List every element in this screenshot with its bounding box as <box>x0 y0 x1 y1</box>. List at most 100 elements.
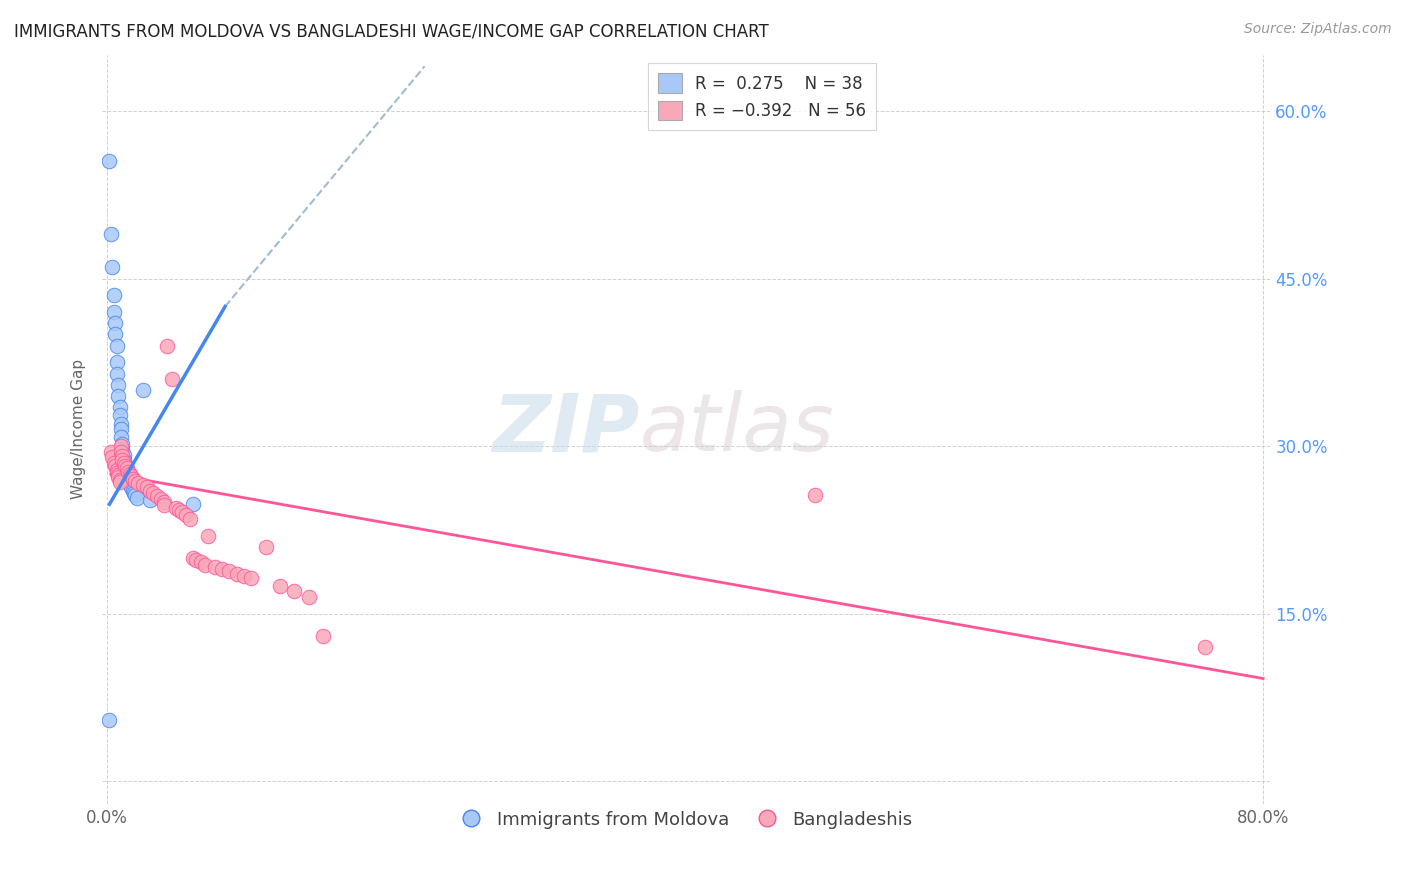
Point <box>107 468 129 483</box>
Point <box>156 338 179 352</box>
Point <box>181 550 204 565</box>
Point <box>218 564 240 578</box>
Point <box>225 566 247 581</box>
Point <box>139 483 162 498</box>
Point <box>105 355 128 369</box>
Point <box>150 491 173 506</box>
Point <box>100 444 122 458</box>
Point <box>283 584 305 599</box>
Text: ZIP: ZIP <box>492 391 640 468</box>
Point <box>131 384 153 398</box>
Point <box>117 473 139 487</box>
Point <box>142 486 165 500</box>
Point <box>190 555 212 569</box>
Point <box>104 316 127 330</box>
Point <box>110 439 132 453</box>
Point <box>179 512 201 526</box>
Point <box>120 469 142 483</box>
Point <box>131 478 153 492</box>
Point <box>160 372 183 386</box>
Point <box>118 478 141 492</box>
Point <box>127 476 149 491</box>
Point <box>1194 640 1216 655</box>
Point <box>100 227 122 241</box>
Point <box>105 367 128 381</box>
Point <box>165 500 187 515</box>
Point <box>122 486 145 500</box>
Point <box>108 475 131 489</box>
Point <box>107 470 129 484</box>
Point <box>118 475 141 489</box>
Point <box>110 430 132 444</box>
Point <box>103 288 125 302</box>
Point <box>269 579 291 593</box>
Point <box>101 450 124 465</box>
Point <box>105 338 128 352</box>
Point <box>98 154 121 169</box>
Point <box>181 497 204 511</box>
Point <box>107 377 129 392</box>
Point <box>107 389 129 403</box>
Point <box>254 540 277 554</box>
Point <box>114 457 136 471</box>
Legend: Immigrants from Moldova, Bangladeshis: Immigrants from Moldova, Bangladeshis <box>453 804 920 836</box>
Point <box>105 462 128 476</box>
Point <box>103 305 125 319</box>
Point <box>146 490 169 504</box>
Point <box>186 553 208 567</box>
Point <box>104 327 127 342</box>
Point <box>105 466 128 480</box>
Point <box>167 503 190 517</box>
Point <box>103 456 125 470</box>
Point <box>108 400 131 414</box>
Point <box>111 449 134 463</box>
Point <box>108 473 131 487</box>
Point <box>136 481 159 495</box>
Point <box>112 452 135 467</box>
Point <box>104 459 127 474</box>
Point <box>98 713 121 727</box>
Point <box>111 437 134 451</box>
Point <box>101 260 124 275</box>
Point <box>114 459 136 474</box>
Text: IMMIGRANTS FROM MOLDOVA VS BANGLADESHI WAGE/INCOME GAP CORRELATION CHART: IMMIGRANTS FROM MOLDOVA VS BANGLADESHI W… <box>14 22 769 40</box>
Point <box>153 499 176 513</box>
Point <box>125 491 148 505</box>
Point <box>112 456 135 470</box>
Point <box>115 464 138 478</box>
Point <box>139 492 162 507</box>
Point <box>121 471 143 485</box>
Point <box>204 559 226 574</box>
Point <box>110 417 132 431</box>
Point <box>124 474 146 488</box>
Point <box>108 408 131 422</box>
Point <box>124 488 146 502</box>
Point <box>153 495 176 509</box>
Point <box>117 465 139 479</box>
Point <box>170 505 193 519</box>
Point <box>804 488 827 502</box>
Point <box>110 422 132 436</box>
Point <box>194 558 217 572</box>
Text: atlas: atlas <box>640 391 834 468</box>
Point <box>298 590 321 604</box>
Point <box>121 483 143 498</box>
Point <box>197 528 219 542</box>
Point <box>111 442 134 457</box>
Point <box>174 508 197 523</box>
Point <box>118 467 141 481</box>
Y-axis label: Wage/Income Gap: Wage/Income Gap <box>72 359 86 500</box>
Point <box>111 452 134 467</box>
Point <box>232 568 254 582</box>
Point <box>114 461 136 475</box>
Point <box>115 467 138 481</box>
Point <box>110 444 132 458</box>
Point <box>312 629 335 643</box>
Point <box>115 461 138 475</box>
Point <box>120 481 142 495</box>
Point <box>112 448 135 462</box>
Point <box>211 562 233 576</box>
Point <box>117 470 139 484</box>
Point <box>240 571 263 585</box>
Text: Source: ZipAtlas.com: Source: ZipAtlas.com <box>1244 22 1392 37</box>
